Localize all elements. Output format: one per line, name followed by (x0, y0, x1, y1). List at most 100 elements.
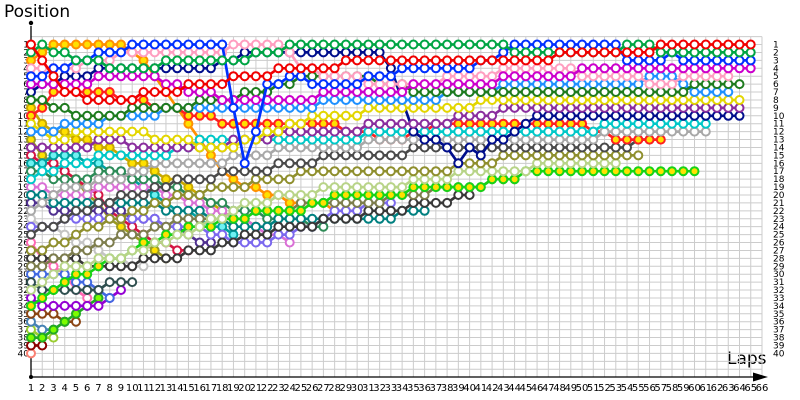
svg-text:25: 25 (295, 383, 308, 394)
series-car-final-31 (26, 277, 138, 295)
svg-text:4: 4 (62, 383, 68, 394)
series-car-final-40 (26, 348, 36, 359)
svg-text:12: 12 (773, 128, 784, 138)
series-car-final-8 (26, 95, 745, 153)
series-car-final-1 (26, 39, 756, 105)
svg-text:19: 19 (18, 183, 30, 193)
series-car-final-3 (26, 39, 756, 169)
svg-text:61: 61 (699, 383, 712, 394)
svg-text:21: 21 (250, 383, 263, 394)
svg-text:24: 24 (283, 383, 296, 394)
svg-text:8: 8 (107, 383, 113, 394)
svg-text:37: 37 (773, 326, 784, 336)
svg-text:14: 14 (773, 143, 785, 153)
svg-text:2: 2 (773, 48, 779, 58)
svg-text:15: 15 (773, 151, 784, 161)
svg-text:32: 32 (18, 286, 29, 296)
svg-text:54: 54 (621, 383, 634, 394)
svg-text:33: 33 (385, 383, 398, 394)
svg-text:32: 32 (773, 286, 784, 296)
svg-text:24: 24 (773, 223, 785, 233)
svg-text:40: 40 (773, 349, 785, 359)
svg-text:6: 6 (773, 80, 779, 90)
svg-text:50: 50 (576, 383, 589, 394)
svg-text:33: 33 (773, 294, 784, 304)
svg-text:10: 10 (773, 112, 785, 122)
svg-text:38: 38 (773, 334, 785, 344)
svg-text:25: 25 (18, 231, 29, 241)
svg-text:15: 15 (18, 151, 29, 161)
y-axis-arrow (28, 20, 34, 26)
svg-text:24: 24 (18, 223, 30, 233)
svg-text:28: 28 (328, 383, 341, 394)
svg-text:47: 47 (542, 383, 555, 394)
svg-text:26: 26 (773, 239, 785, 249)
svg-text:14: 14 (18, 143, 30, 153)
svg-text:20: 20 (238, 383, 251, 394)
svg-text:29: 29 (18, 262, 30, 272)
svg-text:21: 21 (18, 199, 29, 209)
svg-text:30: 30 (351, 383, 364, 394)
svg-text:16: 16 (18, 159, 30, 169)
svg-text:60: 60 (688, 383, 701, 394)
svg-text:62: 62 (711, 383, 724, 394)
svg-text:36: 36 (773, 318, 785, 328)
x-tick-labels: 1 2 3 4 5 6 7 8 9 1011121314151617181920212223242… (28, 383, 769, 394)
svg-text:30: 30 (773, 270, 785, 280)
svg-text:31: 31 (362, 383, 375, 394)
svg-text:63: 63 (722, 383, 735, 394)
svg-text:31: 31 (18, 278, 29, 288)
svg-text:38: 38 (18, 334, 30, 344)
svg-text:11: 11 (137, 383, 150, 394)
svg-text:34: 34 (773, 302, 785, 312)
svg-text:64: 64 (733, 383, 746, 394)
svg-text:9: 9 (773, 104, 779, 114)
svg-text:12: 12 (18, 128, 29, 138)
svg-text:51: 51 (587, 383, 600, 394)
svg-text:26: 26 (18, 239, 30, 249)
svg-text:10: 10 (18, 112, 30, 122)
series-car-final-16 (26, 158, 621, 295)
series (26, 39, 756, 359)
svg-text:16: 16 (193, 383, 206, 394)
svg-text:29: 29 (340, 383, 353, 394)
svg-text:38: 38 (441, 383, 454, 394)
svg-text:17: 17 (205, 383, 218, 394)
svg-text:39: 39 (18, 341, 30, 351)
svg-text:18: 18 (18, 175, 30, 185)
svg-text:6: 6 (84, 383, 90, 394)
x-axis-title: Laps (727, 349, 767, 369)
svg-text:17: 17 (773, 167, 784, 177)
svg-text:58: 58 (666, 383, 679, 394)
svg-text:23: 23 (773, 215, 784, 225)
svg-text:26: 26 (306, 383, 319, 394)
svg-text:22: 22 (773, 207, 784, 217)
svg-text:44: 44 (508, 383, 521, 394)
svg-text:29: 29 (773, 262, 785, 272)
svg-text:36: 36 (418, 383, 431, 394)
svg-text:3: 3 (50, 383, 56, 394)
svg-text:19: 19 (773, 183, 785, 193)
svg-text:36: 36 (18, 318, 30, 328)
svg-text:8: 8 (773, 96, 779, 106)
svg-text:18: 18 (216, 383, 229, 394)
svg-text:13: 13 (18, 136, 29, 146)
series-car-final-12 (26, 126, 711, 216)
svg-text:35: 35 (18, 310, 29, 320)
svg-text:45: 45 (519, 383, 532, 394)
svg-text:4: 4 (773, 64, 779, 74)
svg-text:27: 27 (773, 246, 784, 256)
y-axis-title: Position (4, 2, 71, 22)
svg-text:20: 20 (773, 191, 785, 201)
svg-text:55: 55 (632, 383, 645, 394)
svg-text:18: 18 (773, 175, 785, 185)
svg-text:5: 5 (73, 383, 79, 394)
svg-text:33: 33 (18, 294, 29, 304)
svg-text:5: 5 (773, 72, 779, 82)
svg-text:32: 32 (373, 383, 386, 394)
svg-text:13: 13 (773, 136, 784, 146)
svg-text:35: 35 (407, 383, 420, 394)
svg-text:37: 37 (18, 326, 29, 336)
svg-text:21: 21 (773, 199, 784, 209)
